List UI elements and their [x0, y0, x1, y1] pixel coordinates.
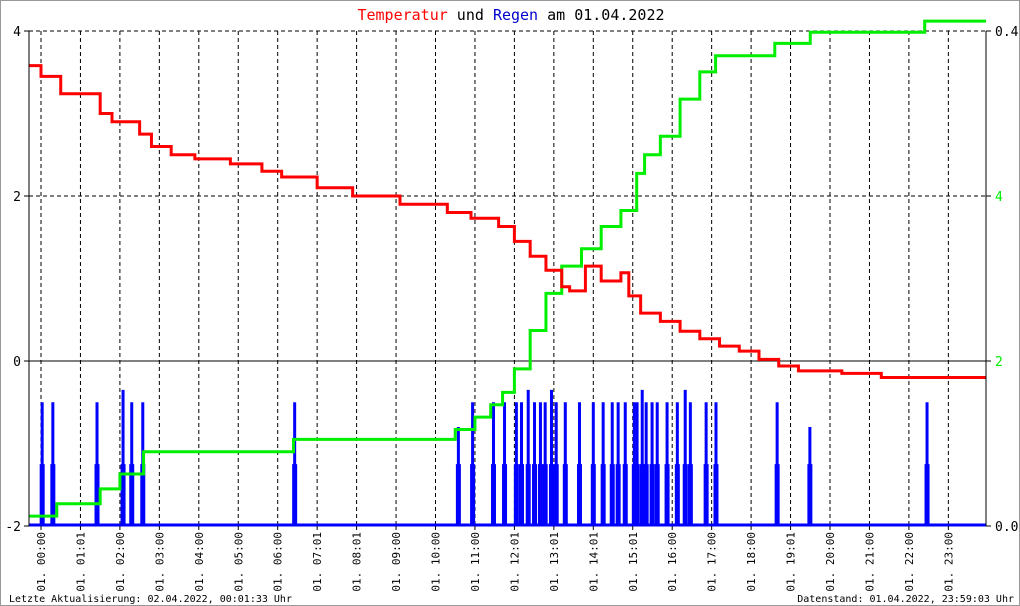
rain-bar-base [674, 464, 680, 526]
rain-bar-base [553, 464, 559, 526]
rain-bar-base [576, 464, 582, 526]
rain-bar [683, 389, 687, 526]
x-tick-label: 01. 17:00 [706, 532, 719, 592]
x-tick-label: 01. 19:01 [785, 532, 798, 592]
rain-bar-base [713, 464, 719, 526]
x-tick-label: 01. 09:00 [390, 532, 403, 592]
rain-bar-base [807, 464, 813, 526]
x-tick-label: 01. 08:01 [351, 532, 364, 592]
x-tick-label: 01. 22:00 [903, 532, 916, 592]
left-axis-label: -2 [5, 520, 21, 535]
x-tick-label: 01. 07:01 [311, 532, 324, 592]
title-regen: Regen [493, 6, 538, 24]
rain-bar-base [502, 464, 508, 526]
rain-bar-base [682, 464, 688, 526]
x-tick-label: 01. 12:01 [508, 532, 521, 592]
title-temperatur: Temperatur [357, 6, 447, 24]
rain-bar [121, 389, 125, 526]
chart-title: Temperatur und Regen am 01.04.2022 [357, 6, 664, 24]
rain-bar-base [643, 464, 649, 526]
rain-bar-base [687, 464, 693, 526]
rain-bar-base [548, 464, 554, 526]
rain-bar-base [654, 464, 660, 526]
rain-bar-base [649, 464, 655, 526]
rain-bar-base [470, 464, 476, 526]
rain-bar-base [513, 464, 519, 526]
rain-bar [549, 389, 553, 526]
rain-bar-base [703, 464, 709, 526]
footer-data-status: Datenstand: 01.04.2022, 23:59:03 Uhr [797, 594, 1014, 605]
rain-bar-base [774, 464, 780, 526]
rain-sum-line [29, 19, 986, 518]
rain-bar-base [532, 464, 538, 526]
rain-bar-base [455, 464, 461, 526]
x-tick-label: 01. 10:00 [430, 532, 443, 592]
rain-bar-base [590, 464, 596, 526]
rain-bar-base [490, 464, 496, 526]
x-tick-label: 01. 06:00 [272, 532, 285, 592]
rain-bar-base [924, 464, 930, 526]
x-tick-label: 01. 04:00 [193, 532, 206, 592]
x-tick-label: 01. 13:01 [548, 532, 561, 592]
footer-last-update: Letzte Aktualisierung: 02.04.2022, 00:01… [9, 594, 292, 605]
title-date: am 01.04.2022 [538, 6, 664, 24]
x-tick-label: 01. 03:00 [153, 532, 166, 592]
x-tick-label: 01. 14:01 [587, 532, 600, 592]
x-tick-label: 01. 05:00 [232, 532, 245, 592]
rain-bar-base [292, 464, 298, 526]
x-tick-label: 01. 11:00 [469, 532, 482, 592]
left-axis-label: 4 [13, 25, 21, 40]
rain-bar [640, 389, 644, 526]
x-tick-label: 01. 21:00 [863, 532, 876, 592]
rain-bar-base [542, 464, 548, 526]
rain-bar-base [600, 464, 606, 526]
right-axis-label: 0.0 [995, 520, 1018, 535]
left-axis-label: 0 [13, 355, 21, 370]
right-axis-label: 2 [995, 355, 1003, 370]
right-axis-label: 0.4 [995, 25, 1019, 40]
rain-bar-base [562, 464, 568, 526]
rain-bar-base [537, 464, 543, 526]
rain-bar-base [664, 464, 670, 526]
rain-bar-base [525, 464, 531, 526]
rain-bar-base [140, 464, 146, 526]
rain-bar [526, 389, 530, 526]
x-tick-label: 01. 18:00 [745, 532, 758, 592]
x-tick-label: 01. 23:00 [942, 532, 955, 592]
rain-bar-base [50, 464, 56, 526]
rain-bar-base [622, 464, 628, 526]
rain-bar-base [129, 464, 135, 526]
x-tick-label: 01. 15:01 [627, 532, 640, 592]
x-tick-label: 01. 16:00 [666, 532, 679, 592]
rain-bar-base [519, 464, 525, 526]
rain-bar-base [631, 464, 637, 526]
x-tick-label: 01. 20:00 [824, 532, 837, 592]
left-axis-label: 2 [13, 190, 21, 205]
x-tick-label: 01. 01:01 [74, 532, 87, 592]
x-tick-label: 01. 02:00 [114, 532, 127, 592]
rain-bar-base [615, 464, 621, 526]
temperature-line [29, 64, 986, 379]
x-tick-label: 01. 00:00 [35, 532, 48, 592]
rain-bar-base [94, 464, 100, 526]
rain-bar-base [639, 464, 645, 526]
rain-bar-base [634, 464, 640, 526]
title-und: und [448, 6, 493, 24]
rain-bar-base [39, 464, 45, 526]
right-axis-label: 4 [995, 190, 1003, 205]
rain-bar-base [609, 464, 615, 526]
rain-bar-base [120, 464, 126, 526]
